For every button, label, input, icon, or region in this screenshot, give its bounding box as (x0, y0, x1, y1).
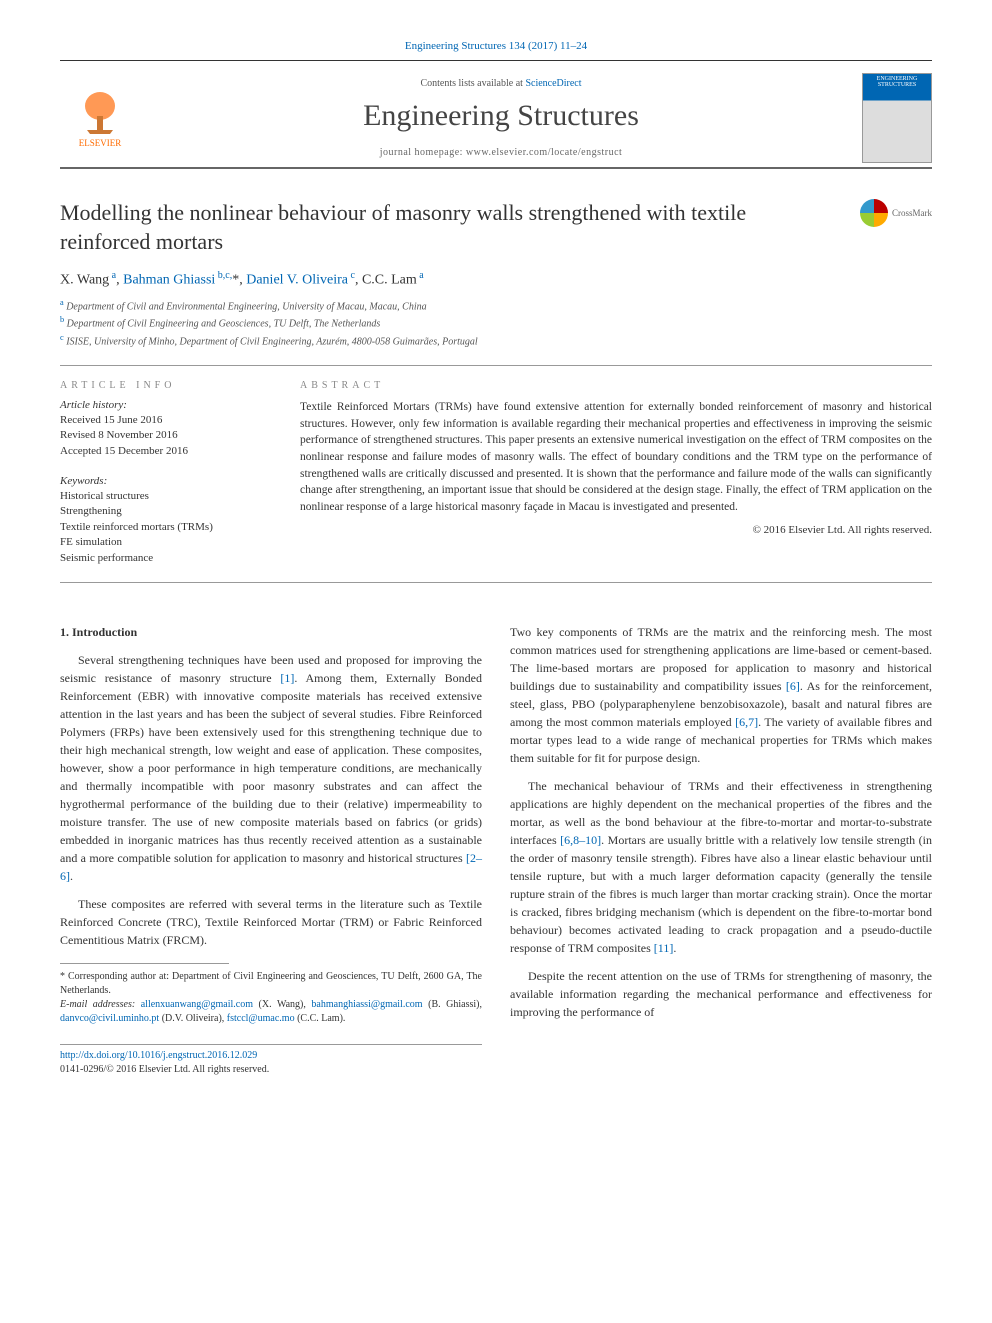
history-line: Received 15 June 2016 (60, 413, 260, 428)
homepage-prefix: journal homepage: (380, 147, 466, 158)
affiliation-line: a Department of Civil and Environmental … (60, 297, 932, 314)
history-line: Revised 8 November 2016 (60, 428, 260, 443)
article-title: Modelling the nonlinear behaviour of mas… (60, 199, 860, 256)
ref-link[interactable]: [6,8–10] (560, 833, 601, 847)
ref-link[interactable]: [6,7] (735, 715, 758, 729)
body-col-left: 1. Introduction Several strengthening te… (60, 623, 482, 1077)
keywords-label: Keywords: (60, 475, 260, 487)
copyright-line: © 2016 Elsevier Ltd. All rights reserved… (300, 524, 932, 536)
journal-cover[interactable]: ENGINEERING STRUCTURES (862, 73, 932, 163)
crossmark-badge[interactable]: CrossMark (860, 199, 932, 227)
article-info: ARTICLE INFO Article history: Received 1… (60, 380, 260, 566)
contents-prefix: Contents lists available at (420, 78, 525, 89)
journal-header: ELSEVIER Contents lists available at Sci… (60, 61, 932, 169)
contents-line: Contents lists available at ScienceDirec… (140, 78, 862, 89)
corresponding-footnote: * Corresponding author at: Department of… (60, 970, 482, 998)
section-heading-intro: 1. Introduction (60, 623, 482, 641)
abstract-text: Textile Reinforced Mortars (TRMs) have f… (300, 399, 932, 516)
homepage-line: journal homepage: www.elsevier.com/locat… (140, 147, 862, 158)
history-line: Accepted 15 December 2016 (60, 444, 260, 459)
abstract-heading: ABSTRACT (300, 380, 932, 391)
authors-line: X. Wang a, Bahman Ghiassi b,c,*, Daniel … (60, 270, 932, 289)
keyword-line: Historical structures (60, 489, 260, 504)
ref-link[interactable]: [11] (654, 941, 674, 955)
journal-reference: Engineering Structures 134 (2017) 11–24 (60, 40, 932, 52)
body-paragraph: Despite the recent attention on the use … (510, 967, 932, 1021)
ref-link[interactable]: [2–6] (60, 851, 482, 883)
page-container: Engineering Structures 134 (2017) 11–24 … (0, 0, 992, 1117)
doi-block: http://dx.doi.org/10.1016/j.engstruct.20… (60, 1044, 482, 1077)
body-col-right: Two key components of TRMs are the matri… (510, 623, 932, 1077)
ref-link[interactable]: [6] (786, 679, 800, 693)
elsevier-tree-icon (75, 88, 125, 138)
history-lines: Received 15 June 2016Revised 8 November … (60, 413, 260, 459)
elsevier-logo[interactable]: ELSEVIER (60, 88, 140, 148)
email-link[interactable]: allenxuanwang@gmail.com (141, 999, 253, 1010)
crossmark-icon (860, 199, 888, 227)
header-center: Contents lists available at ScienceDirec… (140, 78, 862, 158)
keyword-line: Strengthening (60, 504, 260, 519)
keyword-line: FE simulation (60, 535, 260, 550)
info-heading: ARTICLE INFO (60, 380, 260, 391)
body-paragraph: These composites are referred with sever… (60, 895, 482, 949)
sciencedirect-link[interactable]: ScienceDirect (525, 78, 581, 89)
affiliation-line: b Department of Civil Engineering and Ge… (60, 314, 932, 331)
keyword-lines: Historical structuresStrengtheningTextil… (60, 489, 260, 566)
issn-line: 0141-0296/© 2016 Elsevier Ltd. All right… (60, 1064, 269, 1075)
body-columns: 1. Introduction Several strengthening te… (60, 623, 932, 1077)
email-link[interactable]: danvco@civil.uminho.pt (60, 1013, 159, 1024)
meta-rule-top (60, 365, 932, 366)
author-link[interactable]: Daniel V. Oliveira (246, 273, 348, 288)
homepage-url[interactable]: www.elsevier.com/locate/engstruct (466, 147, 622, 158)
affiliations: a Department of Civil and Environmental … (60, 297, 932, 349)
title-row: Modelling the nonlinear behaviour of mas… (60, 199, 932, 256)
article-meta: ARTICLE INFO Article history: Received 1… (60, 380, 932, 566)
abstract-block: ABSTRACT Textile Reinforced Mortars (TRM… (300, 380, 932, 566)
emails-footnote: E-mail addresses: allenxuanwang@gmail.co… (60, 998, 482, 1026)
doi-link[interactable]: http://dx.doi.org/10.1016/j.engstruct.20… (60, 1050, 257, 1061)
footnote-rule (60, 963, 229, 964)
crossmark-label: CrossMark (892, 208, 932, 218)
body-paragraph: The mechanical behaviour of TRMs and the… (510, 777, 932, 957)
keyword-line: Seismic performance (60, 551, 260, 566)
email-link[interactable]: fstccl@umac.mo (227, 1013, 295, 1024)
body-paragraph: Two key components of TRMs are the matri… (510, 623, 932, 767)
elsevier-label: ELSEVIER (79, 138, 122, 148)
author-link[interactable]: Bahman Ghiassi (123, 273, 215, 288)
keyword-line: Textile reinforced mortars (TRMs) (60, 520, 260, 535)
affiliation-line: c ISISE, University of Minho, Department… (60, 332, 932, 349)
meta-rule-bottom (60, 582, 932, 583)
journal-cover-title: ENGINEERING STRUCTURES (863, 74, 931, 90)
history-label: Article history: (60, 399, 260, 411)
journal-name: Engineering Structures (140, 99, 862, 133)
email-link[interactable]: bahmanghiassi@gmail.com (311, 999, 422, 1010)
body-paragraph: Several strengthening techniques have be… (60, 651, 482, 885)
ref-link[interactable]: [1] (280, 671, 294, 685)
